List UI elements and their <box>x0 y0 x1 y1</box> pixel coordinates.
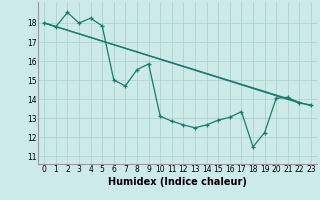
X-axis label: Humidex (Indice chaleur): Humidex (Indice chaleur) <box>108 177 247 187</box>
